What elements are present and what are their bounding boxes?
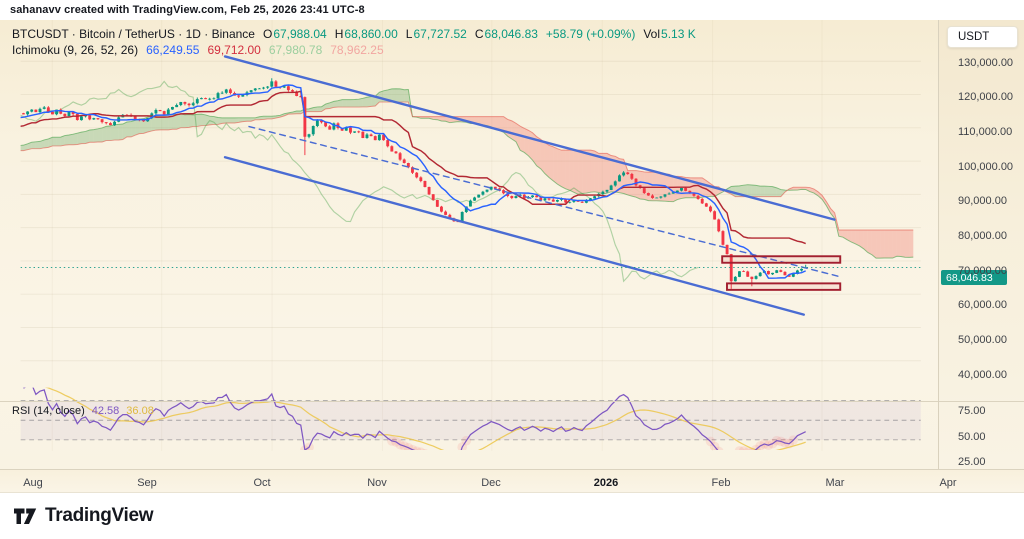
rsi-legend-row: RSI (14, close) 42.58 36.08 [12,405,154,417]
axis-separator [938,20,939,469]
rsi-label[interactable]: RSI (14, close) [12,405,85,417]
high-value: H 68,860.00 [334,27,398,41]
price-tick-label: 110,000.00 [958,125,1013,138]
price-tick-label: 70,000.00 [958,264,1007,277]
price-tick-label: 60,000.00 [958,299,1007,312]
main-pane [20,55,921,316]
price-tick-label: 100,000.00 [958,160,1014,173]
open-value: O 67,988.04 [262,27,327,41]
tradingview-logo-text: TradingView [45,505,154,526]
time-tick-label: Apr [939,477,957,489]
ichimoku-leading-value: 78,962.25 [330,43,384,57]
low-value: L 67,727.52 [405,27,467,41]
grid [20,20,921,451]
price-tick-label: 120,000.00 [958,91,1014,104]
ichimoku-label[interactable]: Ichimoku (9, 26, 52, 26) [12,43,139,57]
indicator-legend-row: Ichimoku (9, 26, 52, 26) 66,249.55 69,71… [12,43,384,57]
ichimoku-conversion-value: 66,249.55 [146,43,200,57]
time-tick-label: Dec [481,477,501,489]
last-price-badge: 68,046.83 [941,270,1007,285]
rsi-tick-label: 25.00 [958,456,986,468]
tradingview-logo-icon [14,508,37,524]
currency-toggle-button[interactable]: USDT [947,26,1018,48]
price-axis[interactable] [938,20,1024,469]
candles [22,78,808,289]
pane-separator[interactable] [0,401,1024,402]
time-axis-separator [0,469,1024,470]
time-tick-label: Mar [825,477,845,489]
price-tick-label: 130,000.00 [958,56,1014,69]
rsi-pane [20,387,921,450]
rsi-value: 42.58 [91,405,120,417]
rsi-ma-value: 36.08 [126,405,154,417]
time-tick-label: Oct [253,477,271,489]
attribution-text: sahanavv created with TradingView.com, F… [10,4,365,16]
chart-bottom-border [0,492,1024,493]
ichimoku-cloud [20,88,914,259]
time-axis[interactable] [0,469,1024,492]
price-chart-canvas[interactable] [0,20,1024,497]
rsi-tick-label: 75.00 [958,405,986,417]
volume-value: Vol 5.13 K [643,27,696,41]
symbol-legend-row: BTCUSDT · Bitcoin / TetherUS · 1D · Bina… [12,27,696,41]
chart-background [0,20,938,469]
price-tick-label: 90,000.00 [958,195,1007,208]
price-tick-label: 40,000.00 [958,368,1007,381]
time-tick-label: 2026 [593,477,619,489]
time-tick-label: Aug [23,477,43,489]
symbol-title[interactable]: BTCUSDT · Bitcoin / TetherUS · 1D · Bina… [12,27,255,41]
change-value: +58.79 (+0.09%) [545,27,636,41]
time-tick-label: Feb [711,477,731,489]
rsi-tick-label: 50.00 [958,430,986,443]
price-tick-label: 50,000.00 [958,333,1007,346]
price-tick-label: 80,000.00 [958,229,1007,242]
ichimoku-base-value: 69,712.00 [207,43,261,57]
tradingview-logo[interactable]: TradingView [13,505,154,527]
time-tick-label: Nov [367,477,387,489]
ichimoku-lagging-value: 67,980.78 [268,43,323,57]
time-tick-label: Sep [137,477,157,489]
close-value: C 68,046.83 [474,27,538,41]
